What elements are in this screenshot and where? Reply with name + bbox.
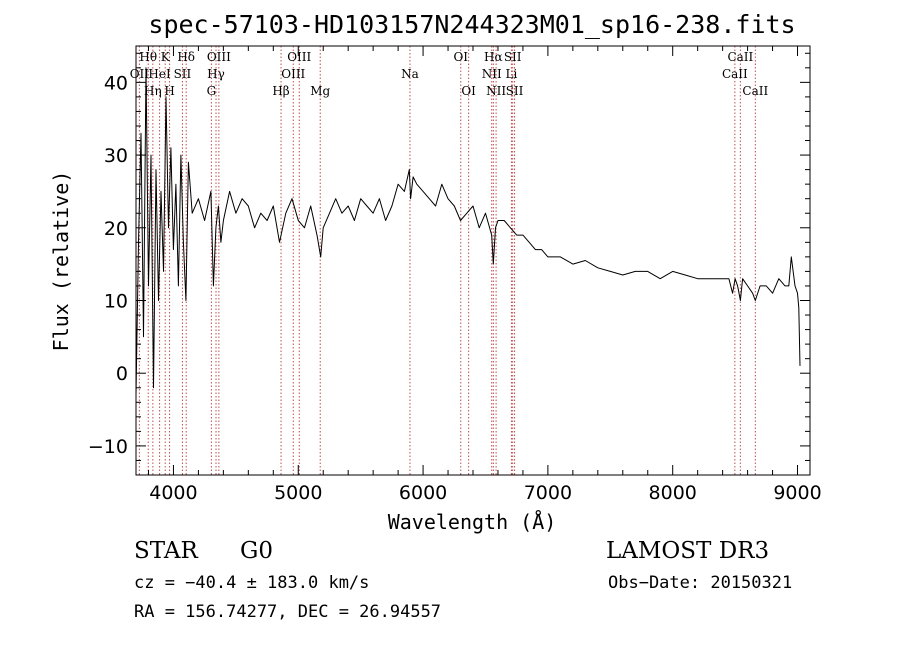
line-label-0: OII	[130, 67, 150, 81]
spectrum-line	[135, 67, 801, 396]
line-label-4: K	[161, 50, 171, 64]
line-label-16: OI	[453, 50, 468, 64]
object-subclass: G0	[240, 538, 274, 564]
line-label-20: NII	[486, 84, 506, 98]
x-axis-label: Wavelength (Å)	[388, 510, 557, 534]
plot-frame	[135, 45, 811, 476]
spectral-line-markers	[138, 46, 756, 475]
observation-date: Obs−Date: 20150321	[608, 573, 793, 593]
line-label-15: Na	[401, 67, 419, 81]
line-label-19: Hα	[484, 50, 503, 64]
line-label-21: Li	[506, 67, 518, 81]
line-label-14: Mg	[310, 84, 330, 98]
chart-title: spec-57103-HD103157N244323M01_sp16-238.f…	[148, 10, 795, 39]
y-tick-label: 20	[104, 218, 128, 240]
y-tick-label: 40	[104, 72, 128, 94]
y-tick-label: 0	[116, 363, 128, 385]
line-label-6: SII	[174, 67, 192, 81]
line-label-18: NII	[482, 67, 502, 81]
object-class: STAR	[134, 538, 198, 564]
x-tick-label: 9000	[773, 482, 821, 504]
line-label-17: OI	[461, 84, 476, 98]
line-label-1: Hθ	[139, 50, 157, 64]
line-label-7: Hδ	[177, 50, 195, 64]
y-tick-label: 10	[104, 290, 128, 312]
line-label-13: OIII	[287, 50, 311, 64]
y-axis-label: Flux (relative)	[49, 171, 73, 352]
line-label-8: G	[207, 84, 217, 98]
x-tick-label: 8000	[649, 482, 697, 504]
line-label-9: Hγ	[207, 67, 225, 81]
redshift-velocity: cz = −40.4 ± 183.0 km/s	[134, 573, 370, 593]
line-label-24: CaII	[722, 67, 748, 81]
y-tick-label: 30	[104, 145, 128, 167]
x-tick-label: 5000	[274, 482, 322, 504]
line-label-5: H	[164, 84, 174, 98]
x-tick-label: 7000	[524, 482, 572, 504]
coordinates: RA = 156.74277, DEC = 26.94557	[134, 602, 442, 622]
y-tick-label: −10	[88, 436, 128, 458]
line-label-26: CaII	[742, 84, 768, 98]
line-label-10: OIII	[207, 50, 231, 64]
line-label-25: CaII	[727, 50, 753, 64]
line-label-12: OIII	[281, 67, 305, 81]
x-tick-label: 4000	[149, 482, 197, 504]
line-label-3: HeI	[148, 67, 171, 81]
x-tick-label: 6000	[399, 482, 447, 504]
line-label-23: SII	[506, 84, 524, 98]
spectral-line-labels: OIIHθHηHeIKHSIIHδGHγOIIIHβOIIIOIIIMgNaOI…	[130, 50, 769, 98]
axis-ticks: 4000 5000 6000 7000 8000 9000 −10 0 10 20 30 40	[88, 46, 822, 504]
line-label-22: SII	[504, 50, 522, 64]
survey-name: LAMOST DR3	[606, 538, 770, 564]
spectrum-layer	[135, 67, 801, 396]
line-label-11: Hβ	[272, 84, 289, 98]
line-label-2: Hη	[144, 84, 162, 98]
